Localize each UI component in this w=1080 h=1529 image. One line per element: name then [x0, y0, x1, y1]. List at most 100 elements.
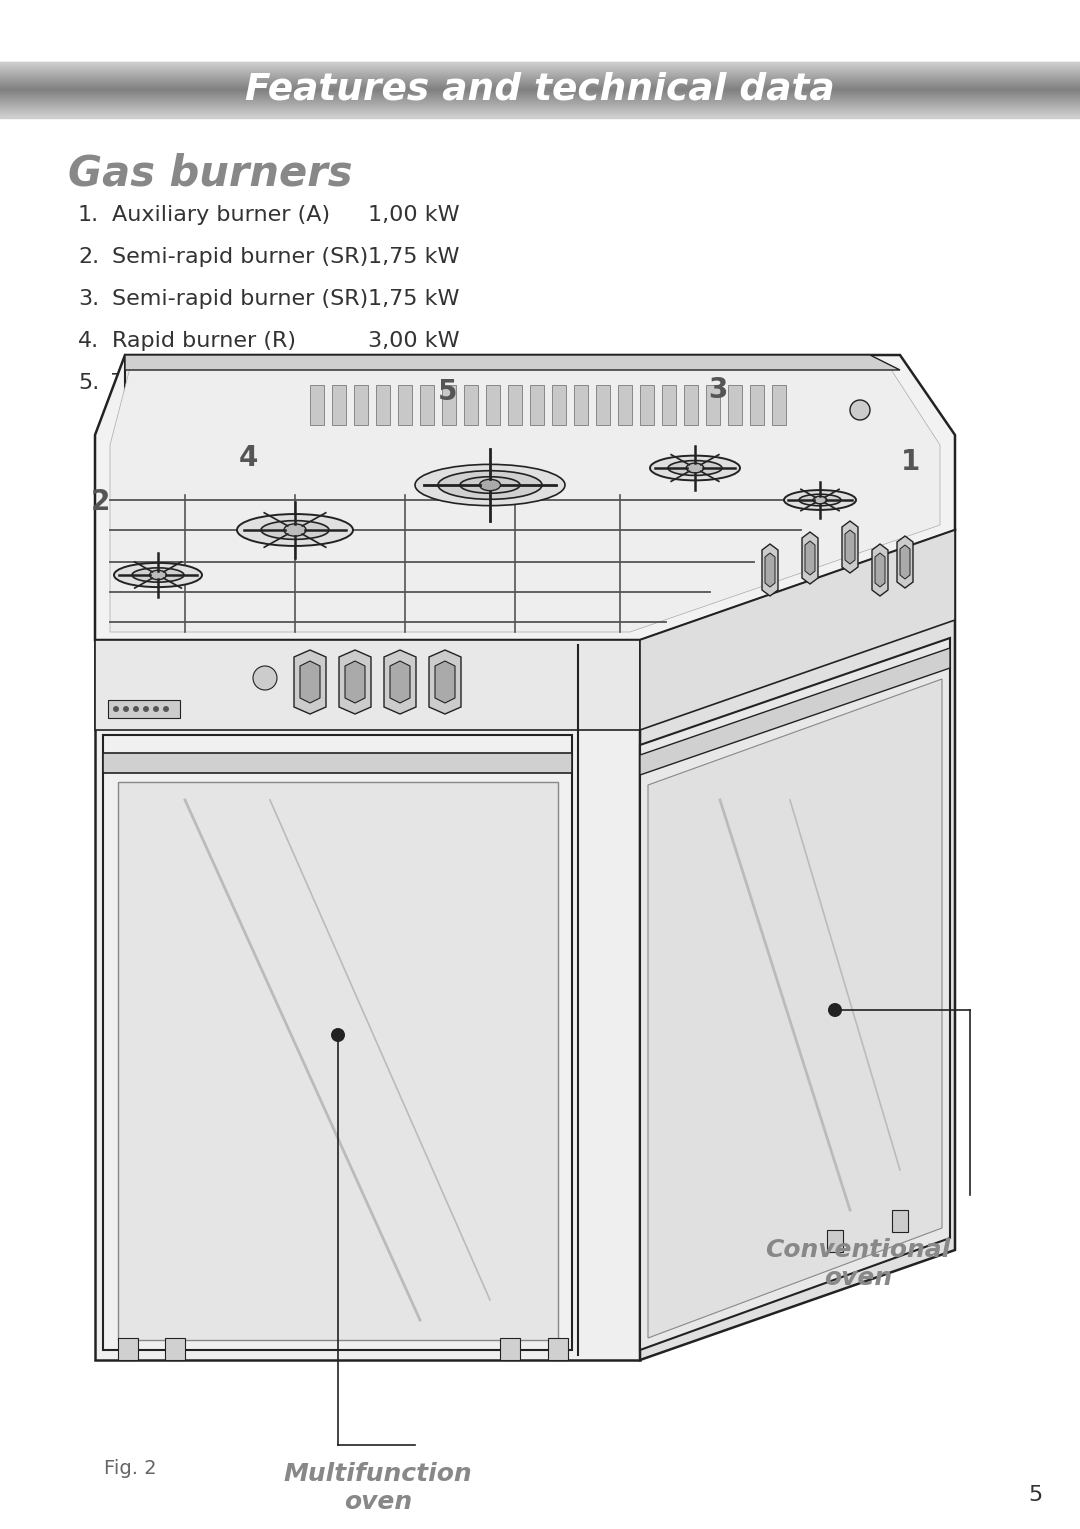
Text: 1: 1 [901, 448, 920, 476]
Circle shape [113, 706, 119, 713]
Text: 2.: 2. [78, 248, 99, 268]
Ellipse shape [669, 460, 723, 476]
Circle shape [330, 1027, 345, 1041]
Circle shape [253, 667, 276, 690]
Polygon shape [339, 650, 372, 714]
Polygon shape [765, 553, 775, 587]
Text: 2: 2 [91, 488, 110, 515]
Ellipse shape [415, 465, 565, 506]
Ellipse shape [149, 570, 166, 579]
Polygon shape [294, 650, 326, 714]
Polygon shape [640, 531, 955, 1359]
Polygon shape [728, 385, 742, 425]
Polygon shape [508, 385, 522, 425]
Polygon shape [762, 544, 778, 596]
Text: 5: 5 [1028, 1485, 1042, 1505]
Polygon shape [118, 781, 558, 1339]
Polygon shape [300, 661, 320, 703]
Polygon shape [596, 385, 610, 425]
Polygon shape [345, 661, 365, 703]
Polygon shape [429, 650, 461, 714]
Polygon shape [684, 385, 698, 425]
Polygon shape [310, 385, 324, 425]
Polygon shape [354, 385, 368, 425]
Text: Triple-ring burner (TR): Triple-ring burner (TR) [112, 373, 359, 393]
Text: Fig. 2: Fig. 2 [104, 1459, 157, 1477]
Text: 5.: 5. [78, 373, 99, 393]
Polygon shape [662, 385, 676, 425]
Circle shape [123, 706, 129, 713]
Polygon shape [110, 368, 940, 631]
Polygon shape [376, 385, 390, 425]
Text: 3,00 kW: 3,00 kW [368, 330, 460, 352]
Circle shape [143, 706, 149, 713]
Polygon shape [640, 531, 955, 729]
Polygon shape [435, 661, 455, 703]
Ellipse shape [686, 463, 704, 472]
Polygon shape [390, 661, 410, 703]
Polygon shape [900, 544, 910, 579]
Ellipse shape [480, 479, 500, 491]
Text: Rapid burner (R): Rapid burner (R) [112, 330, 296, 352]
Text: 1,75 kW: 1,75 kW [368, 248, 459, 268]
Text: Semi-rapid burner (SR): Semi-rapid burner (SR) [112, 289, 368, 309]
Polygon shape [420, 385, 434, 425]
Polygon shape [875, 553, 885, 587]
Ellipse shape [132, 567, 184, 583]
Polygon shape [842, 521, 858, 573]
Polygon shape [872, 544, 888, 596]
Polygon shape [332, 385, 346, 425]
Text: 5: 5 [438, 378, 458, 407]
Circle shape [850, 401, 870, 420]
Circle shape [828, 1003, 842, 1017]
Ellipse shape [438, 471, 542, 500]
Polygon shape [573, 385, 588, 425]
Polygon shape [640, 385, 654, 425]
Polygon shape [772, 385, 786, 425]
Text: 1,00 kW: 1,00 kW [368, 205, 460, 225]
Text: 1.: 1. [78, 205, 99, 225]
Polygon shape [95, 355, 955, 641]
Text: Gas burners: Gas burners [68, 151, 352, 194]
Text: 3,50 kW: 3,50 kW [368, 373, 460, 393]
Polygon shape [640, 648, 950, 775]
Polygon shape [486, 385, 500, 425]
Polygon shape [805, 541, 815, 575]
Circle shape [133, 706, 139, 713]
Polygon shape [845, 531, 855, 564]
Ellipse shape [813, 497, 827, 503]
Polygon shape [530, 385, 544, 425]
Text: 1,75 kW: 1,75 kW [368, 289, 459, 309]
Polygon shape [897, 537, 913, 589]
Polygon shape [802, 532, 818, 584]
Ellipse shape [237, 514, 353, 546]
Text: Features and technical data: Features and technical data [245, 72, 835, 109]
Bar [108, 700, 180, 719]
Text: 4.: 4. [78, 330, 99, 352]
Polygon shape [165, 1338, 185, 1359]
Ellipse shape [284, 524, 306, 537]
Polygon shape [95, 641, 640, 729]
Ellipse shape [784, 491, 856, 509]
Circle shape [163, 706, 168, 713]
Polygon shape [827, 1229, 843, 1252]
Polygon shape [548, 1338, 568, 1359]
Polygon shape [125, 355, 900, 370]
Ellipse shape [650, 456, 740, 480]
Text: Multifunction
oven: Multifunction oven [284, 1462, 472, 1514]
Polygon shape [103, 752, 572, 774]
Polygon shape [892, 1209, 908, 1232]
Polygon shape [706, 385, 720, 425]
Polygon shape [648, 679, 942, 1338]
Polygon shape [618, 385, 632, 425]
Polygon shape [103, 735, 572, 1350]
Polygon shape [95, 641, 640, 1359]
Polygon shape [442, 385, 456, 425]
Text: 3.: 3. [78, 289, 99, 309]
Polygon shape [750, 385, 764, 425]
Polygon shape [464, 385, 478, 425]
Circle shape [153, 706, 159, 713]
Polygon shape [384, 650, 416, 714]
Text: 3: 3 [708, 376, 728, 404]
Polygon shape [500, 1338, 519, 1359]
